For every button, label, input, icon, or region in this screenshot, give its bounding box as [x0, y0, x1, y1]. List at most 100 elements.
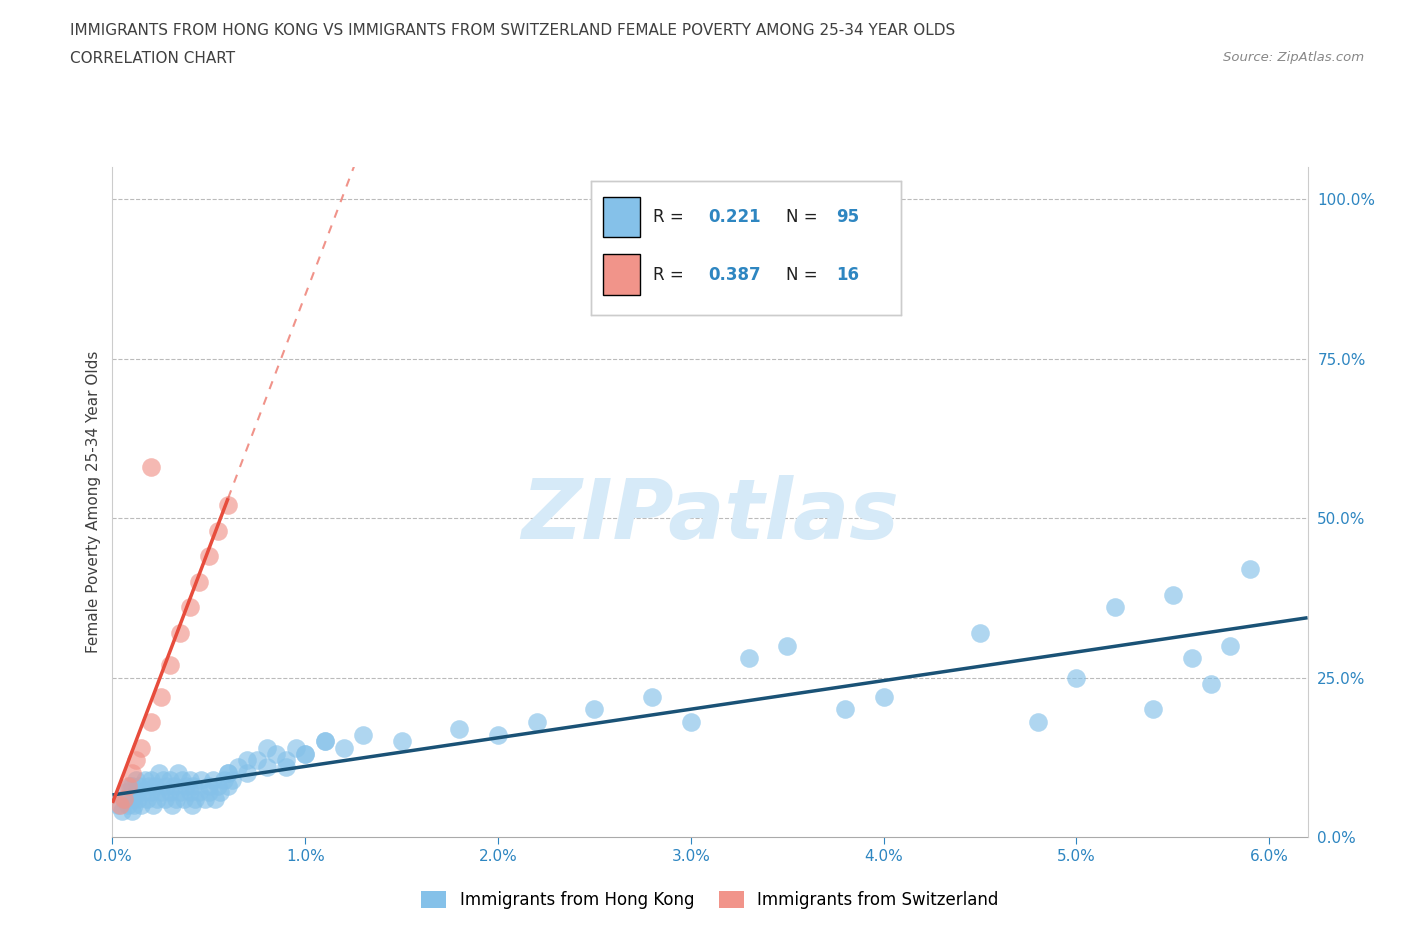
Point: [107, 798, 129, 813]
Point: [207, 524, 229, 538]
Point: [194, 791, 217, 806]
Point: [526, 715, 548, 730]
Point: [207, 778, 229, 793]
Point: [449, 721, 471, 736]
Point: [198, 785, 221, 800]
Point: [201, 772, 224, 787]
Point: [217, 778, 239, 793]
Point: [124, 772, 146, 787]
Point: [148, 765, 170, 780]
Point: [1161, 587, 1184, 602]
Point: [1026, 715, 1049, 730]
Point: [121, 791, 143, 806]
Point: [188, 785, 211, 800]
Point: [180, 798, 202, 813]
Point: [217, 765, 239, 780]
Point: [162, 798, 183, 813]
Point: [872, 689, 894, 704]
Point: [246, 753, 269, 768]
Point: [204, 791, 226, 806]
Point: [169, 626, 191, 641]
Text: CORRELATION CHART: CORRELATION CHART: [70, 51, 235, 66]
Point: [170, 772, 193, 787]
Point: [486, 727, 509, 742]
Point: [124, 785, 146, 800]
Point: [333, 740, 356, 755]
Point: [294, 747, 316, 762]
Point: [142, 798, 165, 813]
Point: [115, 785, 138, 800]
Point: [146, 791, 169, 806]
Text: IMMIGRANTS FROM HONG KONG VS IMMIGRANTS FROM SWITZERLAND FEMALE POVERTY AMONG 25: IMMIGRANTS FROM HONG KONG VS IMMIGRANTS …: [70, 23, 956, 38]
Point: [138, 778, 160, 793]
Point: [153, 791, 176, 806]
Point: [183, 778, 205, 793]
Point: [173, 791, 195, 806]
Point: [179, 600, 201, 615]
Point: [112, 791, 135, 806]
Point: [139, 459, 162, 474]
Text: ZIPatlas: ZIPatlas: [522, 475, 898, 556]
Point: [1181, 651, 1204, 666]
Point: [256, 760, 278, 775]
Point: [1199, 676, 1222, 691]
Point: [121, 804, 143, 819]
Point: [108, 798, 131, 813]
Point: [352, 727, 374, 742]
Point: [266, 747, 288, 762]
Point: [132, 785, 155, 800]
Point: [131, 740, 153, 755]
Point: [139, 785, 162, 800]
Y-axis label: Female Poverty Among 25-34 Year Olds: Female Poverty Among 25-34 Year Olds: [86, 351, 101, 654]
Point: [391, 734, 413, 749]
Point: [139, 715, 162, 730]
Point: [179, 772, 201, 787]
Point: [159, 772, 181, 787]
Point: [209, 785, 232, 800]
Point: [294, 747, 316, 762]
Point: [163, 778, 186, 793]
Point: [214, 772, 236, 787]
Point: [314, 734, 336, 749]
Point: [1064, 671, 1087, 685]
Point: [314, 734, 336, 749]
Point: [136, 791, 159, 806]
Point: [1104, 600, 1126, 615]
Point: [1142, 702, 1164, 717]
Point: [117, 778, 139, 793]
Point: [776, 638, 799, 653]
Point: [111, 804, 134, 819]
Point: [190, 772, 212, 787]
Point: [167, 765, 190, 780]
Point: [834, 702, 856, 717]
Point: [118, 778, 141, 793]
Point: [1239, 562, 1261, 577]
Point: [149, 689, 172, 704]
Point: [117, 798, 139, 813]
Point: [236, 753, 259, 768]
Point: [128, 778, 150, 793]
Point: [149, 785, 172, 800]
Point: [679, 715, 702, 730]
Point: [217, 498, 239, 512]
Point: [112, 791, 135, 806]
Point: [174, 778, 197, 793]
Point: [121, 765, 143, 780]
Point: [121, 778, 143, 793]
Point: [198, 549, 221, 564]
Text: Source: ZipAtlas.com: Source: ZipAtlas.com: [1223, 51, 1364, 64]
Point: [737, 651, 759, 666]
Point: [641, 689, 664, 704]
Point: [256, 740, 278, 755]
Point: [274, 753, 297, 768]
Point: [198, 778, 221, 793]
Point: [179, 785, 201, 800]
Point: [969, 626, 991, 641]
Point: [226, 760, 249, 775]
Point: [143, 778, 166, 793]
Point: [122, 798, 145, 813]
Point: [159, 658, 181, 672]
Point: [1219, 638, 1241, 653]
Point: [188, 575, 211, 590]
Point: [124, 753, 146, 768]
